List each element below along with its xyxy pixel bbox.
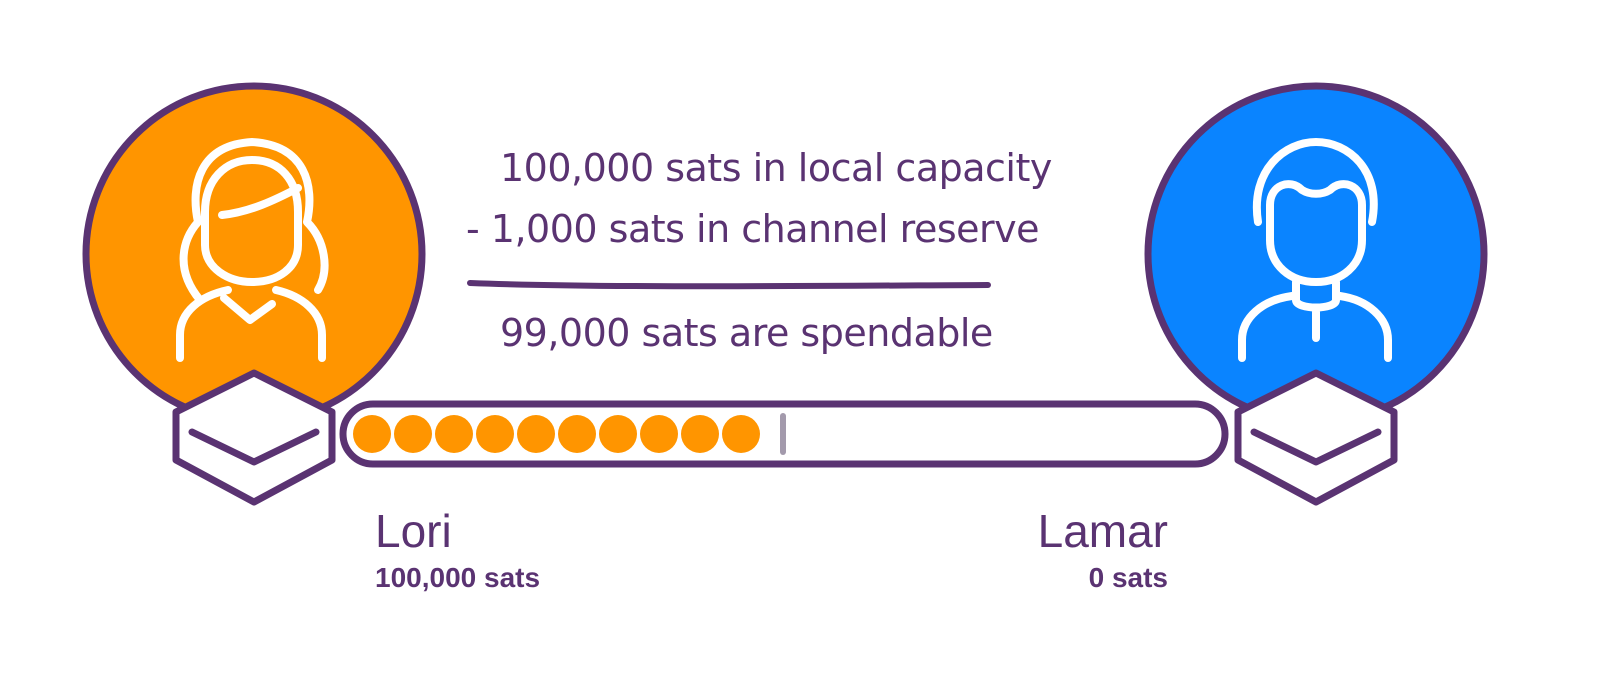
- lori-balance: 100,000 sats: [375, 562, 541, 593]
- calculation-result: 99,000 sats are spendable: [500, 311, 993, 355]
- channel-bar: [339, 400, 1229, 468]
- calculation-line-channel-reserve: - 1,000 sats in channel reserve: [466, 207, 1040, 251]
- male-user-icon: [1238, 138, 1392, 362]
- sat-token: [722, 415, 760, 453]
- lamar-avatar: [1144, 82, 1488, 426]
- node-hexagon-icon: [172, 369, 336, 506]
- sat-token: [681, 415, 719, 453]
- female-user-icon: [176, 138, 329, 362]
- node-chevron-icon: [1250, 428, 1382, 466]
- sat-token: [435, 415, 473, 453]
- sat-token: [640, 415, 678, 453]
- sat-token: [476, 415, 514, 453]
- lamar-balance: 0 sats: [1088, 562, 1168, 593]
- lori-name: Lori: [375, 505, 452, 557]
- lori-avatar: [82, 82, 426, 426]
- sat-token: [558, 415, 596, 453]
- sat-token: [394, 415, 432, 453]
- lamar-name: Lamar: [1037, 505, 1168, 557]
- sat-token: [599, 415, 637, 453]
- node-hexagon-icon: [1234, 369, 1398, 506]
- calculation-line-local-capacity: 100,000 sats in local capacity: [500, 146, 1052, 190]
- sat-token: [517, 415, 555, 453]
- node-chevron-icon: [188, 428, 320, 466]
- lamar-node: [1234, 369, 1398, 506]
- calculation-sum-line: [467, 280, 991, 290]
- lori-node: [172, 369, 336, 506]
- sat-token: [353, 415, 391, 453]
- local-balance-tokens: [353, 415, 760, 453]
